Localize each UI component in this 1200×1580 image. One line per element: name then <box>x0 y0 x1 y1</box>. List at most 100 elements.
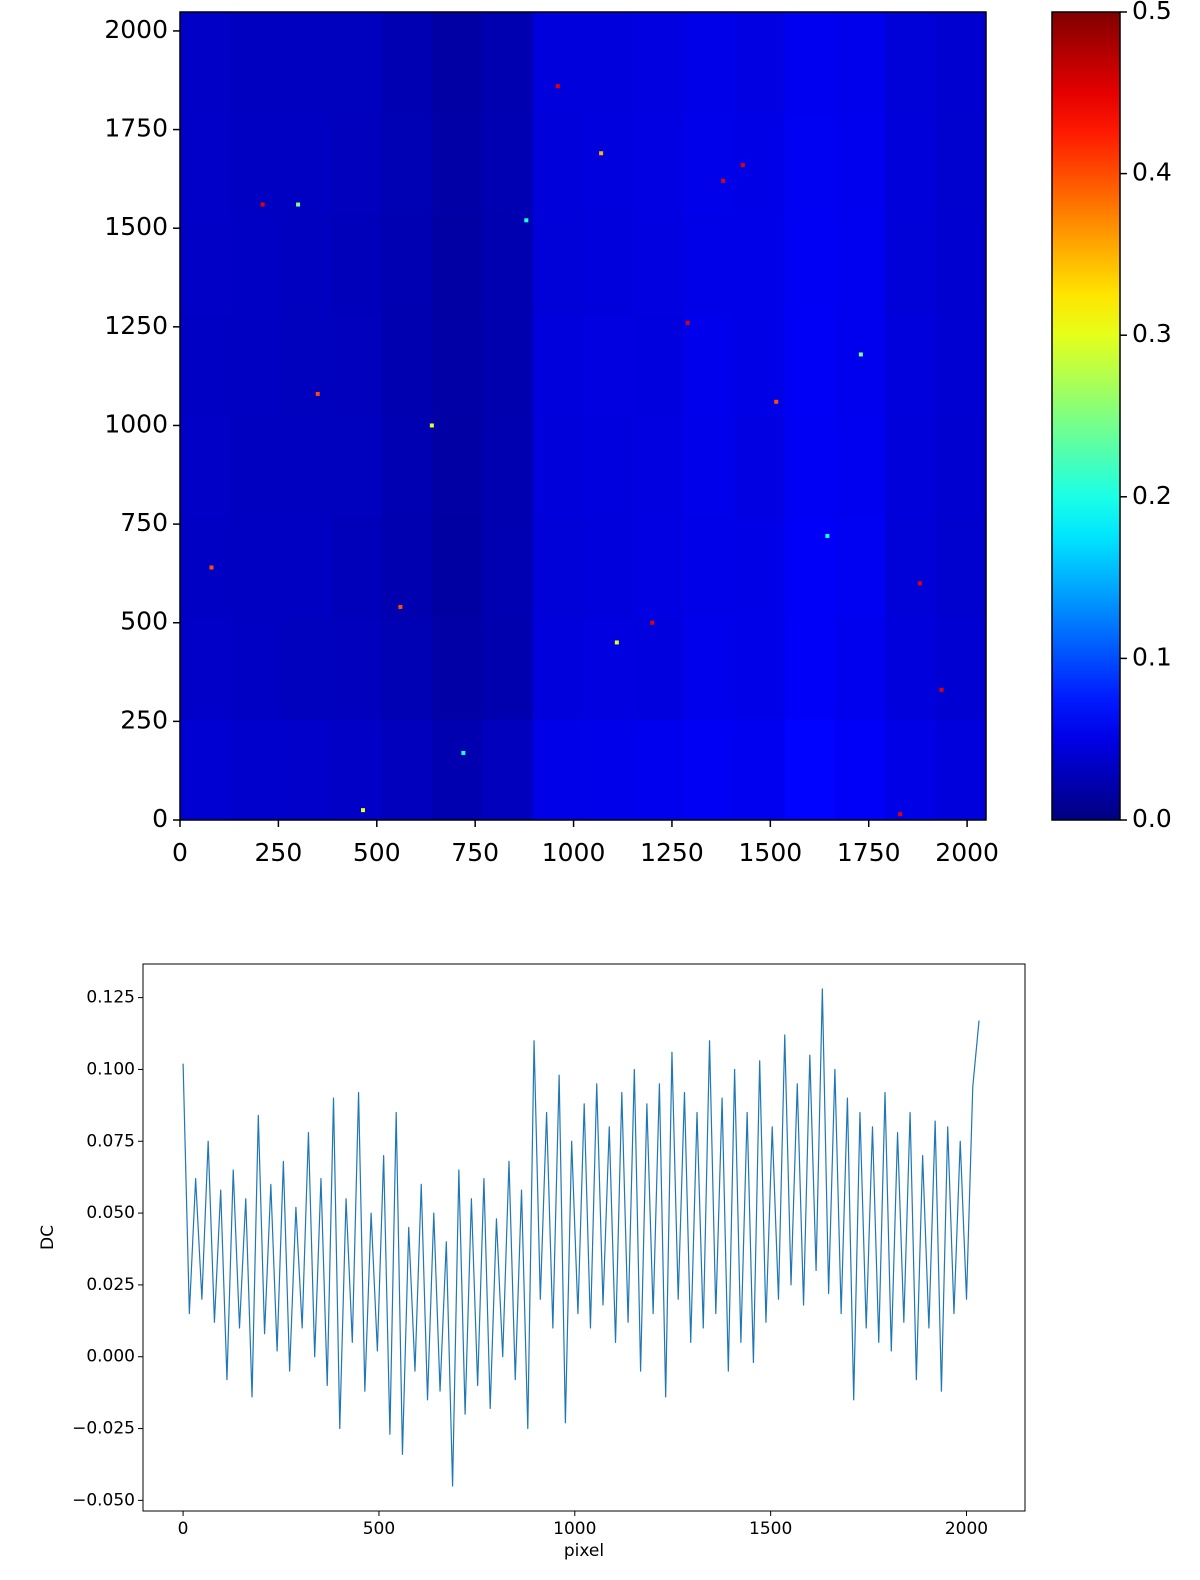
heat-cell <box>381 113 433 215</box>
heat-cell <box>935 113 987 215</box>
heat-cell <box>482 315 534 417</box>
heat-cell <box>180 416 231 518</box>
heat-cell <box>583 416 634 518</box>
heat-cell <box>280 618 332 720</box>
heat-cell <box>683 416 735 518</box>
x-axis-label: pixel <box>564 1541 604 1561</box>
heat-cell <box>431 12 483 114</box>
heat-cell <box>180 12 231 114</box>
heat-cell <box>633 719 685 821</box>
heat-cell <box>583 618 634 720</box>
heat-cell <box>784 113 836 215</box>
y-tick-label: 1250 <box>104 311 168 340</box>
x-tick-label: 1750 <box>837 838 901 867</box>
y-tick-label: 1750 <box>104 114 168 143</box>
heat-cell <box>482 12 534 114</box>
colorbar-tick-label: 0.2 <box>1132 481 1172 510</box>
heat-cell <box>834 315 886 417</box>
colorbar-tick-label: 0.4 <box>1132 158 1172 187</box>
heat-cell <box>431 113 483 215</box>
heat-cell <box>734 315 785 417</box>
heat-cell <box>885 214 937 316</box>
heat-cell <box>381 12 433 114</box>
heat-cell <box>583 214 634 316</box>
x-tick-label: 0 <box>172 838 188 867</box>
heat-cell <box>280 214 332 316</box>
hot-pixel <box>555 84 560 89</box>
hot-pixel <box>685 320 690 325</box>
hot-pixel <box>939 687 944 692</box>
heat-cell <box>683 517 735 619</box>
y-axis-label: DC <box>38 1225 58 1250</box>
heat-cell <box>834 113 886 215</box>
heat-cell <box>381 618 433 720</box>
colorbar <box>1051 11 1121 821</box>
heat-cell <box>180 618 231 720</box>
heat-cell <box>683 315 735 417</box>
heat-cell <box>180 315 231 417</box>
heat-cell <box>482 214 534 316</box>
heat-cell <box>180 719 231 821</box>
heat-cell <box>583 517 634 619</box>
heat-cell <box>331 416 382 518</box>
heat-cell <box>230 214 282 316</box>
heat-cell <box>331 214 382 316</box>
y-tick-label: 0.025 <box>86 1275 135 1295</box>
heat-cell <box>482 416 534 518</box>
data-line <box>182 988 980 1487</box>
y-tick-label: 0.075 <box>86 1131 135 1151</box>
heat-cell <box>734 517 785 619</box>
y-tick-label: 0.000 <box>86 1347 135 1367</box>
x-tick-label: 1000 <box>553 1519 596 1539</box>
heat-cell <box>180 517 231 619</box>
y-tick-label: 1500 <box>104 212 168 241</box>
hot-pixel <box>721 178 726 183</box>
heat-cell <box>935 315 987 417</box>
plot-frame <box>142 963 1026 1512</box>
heat-cell <box>381 315 433 417</box>
heat-cell <box>834 618 886 720</box>
heat-cell <box>734 12 785 114</box>
heat-cell <box>532 719 584 821</box>
colorbar-tick-label: 0.5 <box>1132 0 1172 25</box>
heat-cell <box>834 416 886 518</box>
heat-cell <box>935 618 987 720</box>
hot-pixel <box>361 808 366 813</box>
heat-cell <box>331 719 382 821</box>
heat-cell <box>381 719 433 821</box>
heat-cell <box>784 214 836 316</box>
heat-cell <box>734 416 785 518</box>
heat-cell <box>431 214 483 316</box>
heat-cell <box>784 719 836 821</box>
heat-cell <box>532 214 584 316</box>
heat-cell <box>683 618 735 720</box>
heat-cell <box>230 12 282 114</box>
heat-cell <box>885 113 937 215</box>
heat-cell <box>280 12 332 114</box>
heat-cell <box>633 113 685 215</box>
hot-pixel <box>825 533 830 538</box>
heat-cell <box>683 719 735 821</box>
x-tick-label: 0 <box>178 1519 189 1539</box>
heat-cell <box>280 315 332 417</box>
hot-pixel <box>461 750 466 755</box>
heat-cell <box>180 214 231 316</box>
heat-cell <box>583 315 634 417</box>
heat-cell <box>583 12 634 114</box>
heat-cell <box>784 517 836 619</box>
heat-cell <box>331 113 382 215</box>
heat-cell <box>482 618 534 720</box>
hot-pixel <box>398 604 403 609</box>
heat-cell <box>431 416 483 518</box>
heat-cell <box>935 416 987 518</box>
colorbar-tick-label: 0.3 <box>1132 319 1172 348</box>
heat-cell <box>532 618 584 720</box>
hot-pixel <box>296 202 301 207</box>
heat-cell <box>431 517 483 619</box>
plot-frame <box>179 11 987 821</box>
x-tick-label: 250 <box>255 838 303 867</box>
hot-pixel <box>917 581 922 586</box>
heat-cell <box>784 416 836 518</box>
heat-cell <box>834 12 886 114</box>
hot-pixel <box>898 812 903 817</box>
